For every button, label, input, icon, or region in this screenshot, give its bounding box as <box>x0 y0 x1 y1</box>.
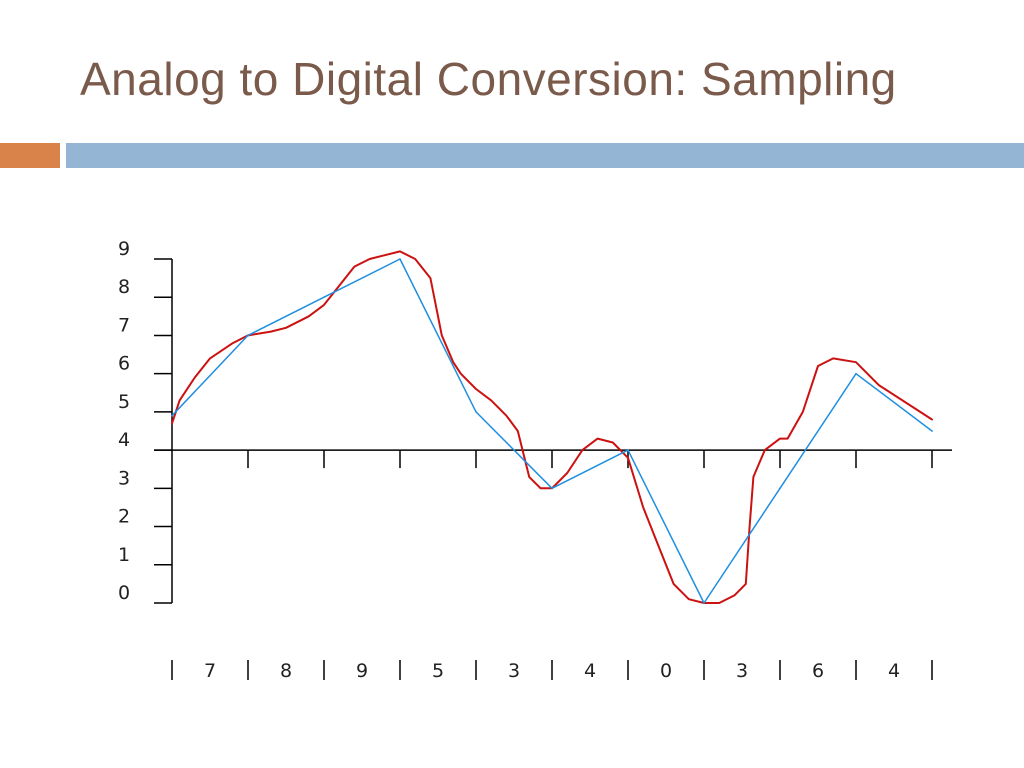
y-tick-label: 2 <box>118 506 130 528</box>
chart-series <box>171 250 933 604</box>
chart-axes <box>154 258 952 604</box>
sample-code-label: 7 <box>204 660 216 682</box>
slide-title: Analog to Digital Conversion: Sampling <box>80 53 897 105</box>
y-tick-label: 9 <box>118 238 130 260</box>
chart-labels: 0 1 2 3 4 5 6 7 8 9 7 8 9 5 3 4 0 3 6 4 <box>118 238 933 682</box>
sample-point <box>627 449 629 451</box>
sample-point <box>931 430 933 432</box>
y-tick-label: 6 <box>118 353 130 375</box>
sample-code-label: 5 <box>432 660 444 682</box>
title-accent-bar <box>0 143 60 168</box>
y-tick-label: 3 <box>118 467 130 489</box>
sample-point <box>247 334 249 337</box>
y-tick-label: 0 <box>118 582 130 604</box>
sample-code-label: 3 <box>508 660 520 682</box>
sample-code-label: 8 <box>280 660 292 682</box>
sample-code-label: 4 <box>584 660 596 682</box>
sample-point <box>551 487 553 490</box>
sample-point <box>703 602 705 604</box>
y-tick-label: 5 <box>118 391 130 413</box>
sampled-signal-line <box>171 258 933 604</box>
y-tick-label: 8 <box>118 276 130 298</box>
sample-point <box>475 411 477 413</box>
sample-point <box>171 414 173 417</box>
title-divider-bar <box>66 143 1024 168</box>
sample-point <box>855 372 857 375</box>
sample-code-label: 4 <box>888 660 900 682</box>
sample-code-label: 3 <box>736 660 748 682</box>
sample-point <box>779 487 781 490</box>
sample-code-label: 0 <box>660 660 672 682</box>
y-tick-label: 4 <box>118 429 130 451</box>
sample-point <box>399 258 401 260</box>
y-tick-label: 7 <box>118 314 130 336</box>
sample-point <box>323 296 325 299</box>
sample-code-label: 6 <box>812 660 824 682</box>
sample-code-label: 9 <box>356 660 368 682</box>
y-tick-label: 1 <box>118 544 130 566</box>
analog-signal-line <box>171 250 933 604</box>
